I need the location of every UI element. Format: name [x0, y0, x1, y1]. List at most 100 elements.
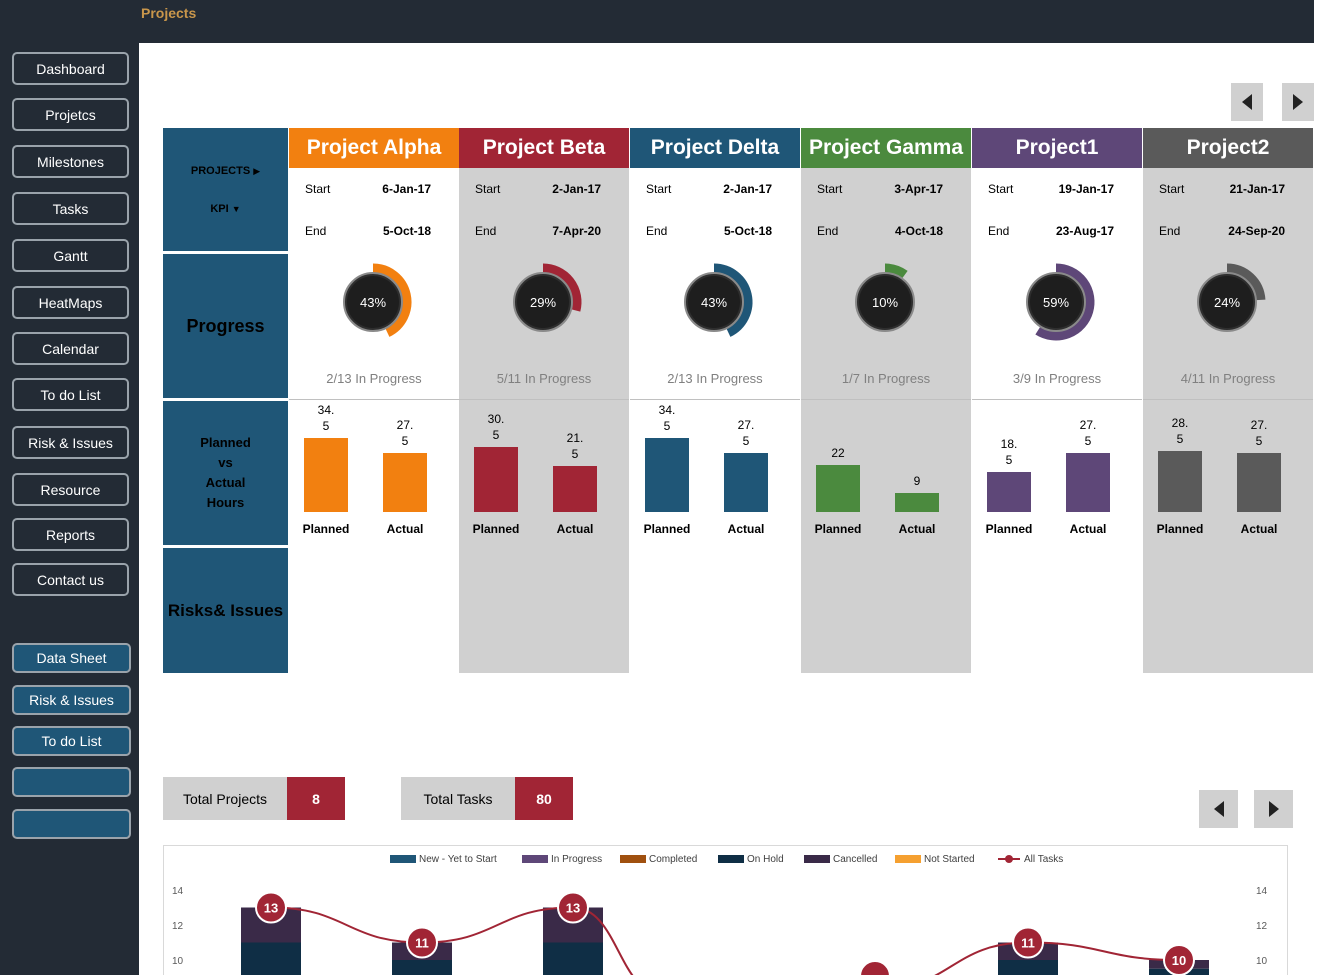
data-to-do-list-button[interactable]: To do List — [12, 726, 131, 756]
next-projects-button[interactable] — [1282, 83, 1314, 121]
stack-segment-on-hold — [998, 960, 1058, 975]
page-title: Projects — [141, 5, 197, 21]
actual-label: Actual — [727, 522, 765, 536]
project-title[interactable]: Project Delta — [630, 128, 800, 168]
y-tick-label-left: 12 — [172, 921, 184, 932]
actual-hours-bar — [724, 453, 768, 512]
start-date: 19-Jan-17 — [1058, 182, 1114, 196]
planned-hours-value-line: 5 — [492, 428, 500, 442]
total-projects-label: Total Projects — [163, 777, 287, 820]
planned-hours-bar — [987, 472, 1031, 512]
nav-milestones-button[interactable]: Milestones — [12, 145, 129, 178]
project-column: Project1 Start 19-Jan-17 End 23-Aug-17 59% 3/9… — [972, 128, 1142, 673]
stack-segment-on-hold — [392, 960, 452, 975]
start-date: 2-Jan-17 — [723, 182, 772, 196]
project-title[interactable]: Project Alpha — [289, 128, 459, 168]
start-label: Start — [646, 182, 672, 196]
data-empty-button-4[interactable] — [12, 809, 131, 839]
legend-swatch — [620, 855, 646, 863]
project-title[interactable]: Project Gamma — [801, 128, 971, 168]
progress-gauge: 29% — [513, 263, 582, 332]
in-progress-count: 2/13 In Progress — [667, 371, 763, 386]
start-date: 6-Jan-17 — [382, 182, 431, 196]
progress-gauge: 43% — [684, 263, 753, 337]
actual-hours-value-line: 27. — [737, 418, 755, 432]
kpi-header-cell: PROJECTS ▶ KPI ▼ — [163, 128, 288, 251]
project-column: Project2 Start 21-Jan-17 End 24-Sep-20 24% 4/1… — [1143, 128, 1313, 673]
end-label: End — [475, 224, 497, 238]
project-title[interactable]: Project2 — [1143, 128, 1313, 168]
total-tasks-label: Total Tasks — [401, 777, 515, 820]
end-label: End — [988, 224, 1010, 238]
planned-label: Planned — [1156, 522, 1204, 536]
actual-hours-bar — [1237, 453, 1281, 512]
planned-hours-value-line: 28. — [1171, 416, 1189, 430]
actual-hours-value: 27. 5 — [716, 417, 776, 449]
planned-hours-value-line: 5 — [663, 419, 671, 433]
hours-label: Planned vs Actual Hours — [163, 401, 288, 545]
data-data-sheet-button[interactable]: Data Sheet — [12, 643, 131, 673]
planned-hours-value: 22 — [808, 445, 868, 461]
nav-to-do-list-button[interactable]: To do List — [12, 378, 129, 411]
project-column: Project Beta Start 2-Jan-17 End 7-Apr-20 29% 5… — [459, 128, 629, 673]
prev-chart-button[interactable] — [1199, 790, 1238, 828]
all-tasks-data-label: 11 — [1021, 936, 1035, 951]
actual-hours-value-line: 27. — [1079, 418, 1097, 432]
all-tasks-marker — [255, 891, 287, 924]
in-progress-count: 5/11 In Progress — [496, 371, 592, 386]
planned-hours-bar — [816, 465, 860, 512]
nav-calendar-button[interactable]: Calendar — [12, 332, 129, 365]
progress-label: Progress — [163, 254, 288, 398]
nav-gantt-button[interactable]: Gantt — [12, 239, 129, 272]
planned-hours-value-line: 34. — [658, 403, 676, 417]
nav-dashboard-button[interactable]: Dashboard — [12, 52, 129, 85]
data-empty-button-3[interactable] — [12, 767, 131, 797]
progress-percent: 10% — [872, 295, 898, 310]
planned-hours-bar — [1158, 451, 1202, 512]
data-risk-issues-button[interactable]: Risk & Issues — [12, 685, 131, 715]
project-column: Project Delta Start 2-Jan-17 End 5-Oct-18 43%… — [630, 128, 800, 673]
actual-hours-bar — [1066, 453, 1110, 512]
arrow-right-icon — [1268, 801, 1279, 817]
y-tick-label-right: 10 — [1256, 956, 1268, 967]
planned-hours-value: 28. 5 — [1150, 415, 1210, 447]
projects-axis-label: PROJECTS ▶ — [190, 164, 261, 177]
project-column: Project Alpha Start 6-Jan-17 End 5-Oct-18 43%… — [289, 128, 459, 673]
all-tasks-marker — [1163, 944, 1195, 975]
stack-segment-on-hold — [543, 942, 603, 975]
start-date: 3-Apr-17 — [894, 182, 943, 196]
row-divider — [972, 399, 1142, 400]
row-divider — [801, 399, 971, 400]
progress-knob-inner — [1201, 276, 1253, 328]
actual-hours-value-line: 9 — [913, 474, 921, 488]
arrow-left-icon — [1242, 94, 1252, 110]
nav-risk-issues-button[interactable]: Risk & Issues — [12, 426, 129, 459]
planned-hours-value: 30. 5 — [466, 411, 526, 443]
end-date: 23-Aug-17 — [1055, 224, 1114, 238]
nav-resource-button[interactable]: Resource — [12, 473, 129, 506]
y-tick-label-left: 10 — [172, 956, 184, 967]
legend-entry: New - Yet to Start — [419, 854, 497, 865]
all-tasks-marker — [859, 960, 891, 975]
nav-reports-button[interactable]: Reports — [12, 518, 129, 551]
prev-projects-button[interactable] — [1231, 83, 1263, 121]
nav-heatmaps-button[interactable]: HeatMaps — [12, 286, 129, 319]
project-title[interactable]: Project1 — [972, 128, 1142, 168]
progress-arc — [713, 263, 753, 337]
in-progress-count: 1/7 In Progress — [841, 371, 931, 386]
nav-projetcs-button[interactable]: Projetcs — [12, 98, 129, 131]
planned-label: Planned — [302, 522, 350, 536]
planned-hours-value-line: 22 — [831, 446, 845, 460]
actual-hours-value: 27. 5 — [375, 417, 435, 449]
nav-tasks-button[interactable]: Tasks — [12, 192, 129, 225]
progress-percent: 29% — [530, 295, 556, 310]
all-tasks-data-label: 11 — [415, 936, 429, 951]
progress-gauge: 24% — [1197, 263, 1266, 332]
task-status-chart: New - Yet to Start In Progress Completed On… — [163, 845, 1288, 975]
nav-contact-us-button[interactable]: Contact us — [12, 563, 129, 596]
project-title[interactable]: Project Beta — [459, 128, 629, 168]
next-chart-button[interactable] — [1254, 790, 1293, 828]
actual-hours-value-line: 21. — [566, 431, 584, 445]
progress-percent: 24% — [1214, 295, 1240, 310]
end-label: End — [1159, 224, 1181, 238]
